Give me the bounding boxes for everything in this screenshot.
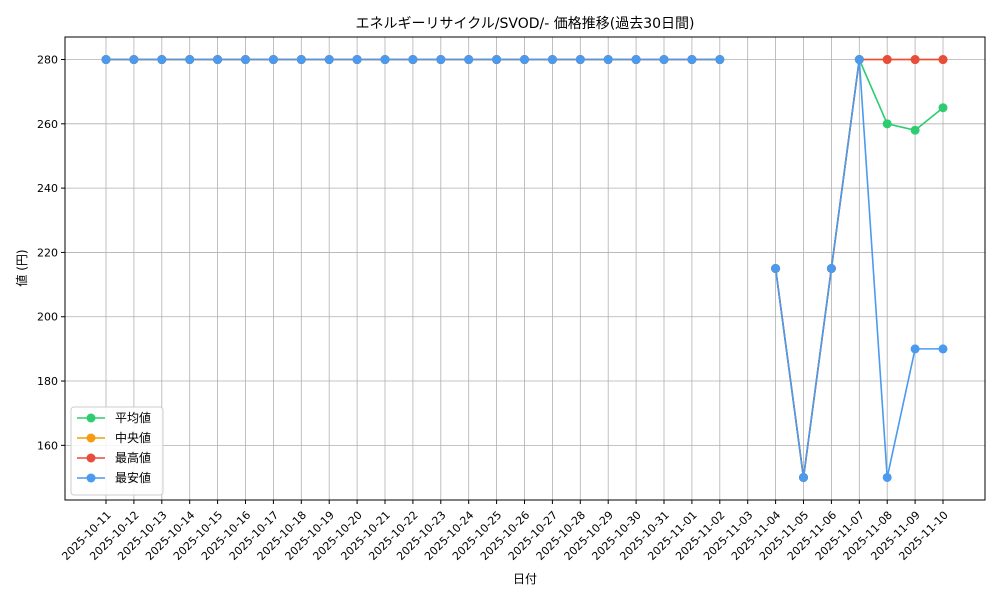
y-tick-label: 280: [37, 54, 58, 67]
y-tick-label: 200: [37, 311, 58, 324]
data-point: [436, 55, 446, 65]
legend-label: 最高値: [115, 450, 151, 465]
y-axis-label: 値 (円): [14, 249, 29, 286]
data-point: [324, 55, 334, 65]
x-axis-ticks: 2025-10-112025-10-122025-10-132025-10-14…: [59, 500, 951, 563]
data-point: [882, 55, 892, 65]
data-point: [910, 125, 920, 135]
data-point: [854, 55, 864, 65]
data-point: [241, 55, 250, 65]
data-point: [464, 55, 474, 65]
data-point: [938, 103, 948, 113]
data-point: [826, 264, 836, 273]
data-point: [659, 55, 669, 65]
grid: [65, 37, 985, 500]
y-axis-ticks: 160 180 200 220 240 260 280: [37, 54, 65, 452]
legend-item: 最安値: [77, 470, 151, 485]
legend-item: 中央値: [77, 430, 151, 445]
data-point: [408, 55, 418, 65]
data-point: [938, 55, 948, 65]
chart-title: エネルギーリサイクル/SVOD/- 価格推移(過去30日間): [356, 16, 695, 32]
data-point: [882, 119, 892, 129]
data-point: [910, 344, 920, 354]
data-point: [715, 55, 725, 65]
data-point: [296, 55, 306, 65]
data-point: [520, 55, 529, 65]
x-axis-label: 日付: [513, 572, 537, 586]
legend-label: 平均値: [115, 410, 151, 425]
data-point: [129, 55, 139, 65]
legend-swatch-marker: [86, 413, 96, 423]
data-point: [268, 55, 278, 65]
legend-swatch-marker: [86, 473, 96, 483]
legend-swatch-marker: [86, 453, 96, 463]
y-tick-label: 260: [37, 118, 58, 131]
data-point: [547, 55, 557, 65]
data-point: [101, 55, 111, 65]
data-point: [910, 55, 920, 65]
data-point: [799, 472, 808, 482]
data-point: [882, 472, 892, 482]
data-point: [380, 55, 390, 65]
legend-swatch-marker: [86, 433, 96, 443]
legend-item: 平均値: [77, 410, 151, 425]
data-point: [213, 55, 223, 65]
plot-frame: [64, 36, 986, 501]
y-tick-label: 240: [37, 182, 58, 195]
data-point: [352, 55, 362, 65]
legend-label: 中央値: [115, 430, 151, 445]
data-point: [603, 55, 613, 65]
legend-label: 最安値: [115, 470, 151, 485]
data-point: [631, 55, 641, 65]
data-point: [157, 55, 167, 65]
y-tick-label: 180: [37, 375, 58, 388]
data-point: [575, 55, 585, 65]
y-tick-label: 160: [37, 439, 58, 452]
legend-item: 最高値: [77, 450, 151, 465]
data-point: [185, 55, 195, 65]
series-lines: [101, 55, 948, 482]
y-tick-label: 220: [37, 246, 58, 259]
data-point: [492, 55, 502, 65]
series-3: [101, 55, 948, 482]
legend-box: [70, 406, 164, 496]
data-point: [687, 55, 697, 65]
data-point: [771, 264, 781, 273]
data-point: [938, 344, 948, 354]
